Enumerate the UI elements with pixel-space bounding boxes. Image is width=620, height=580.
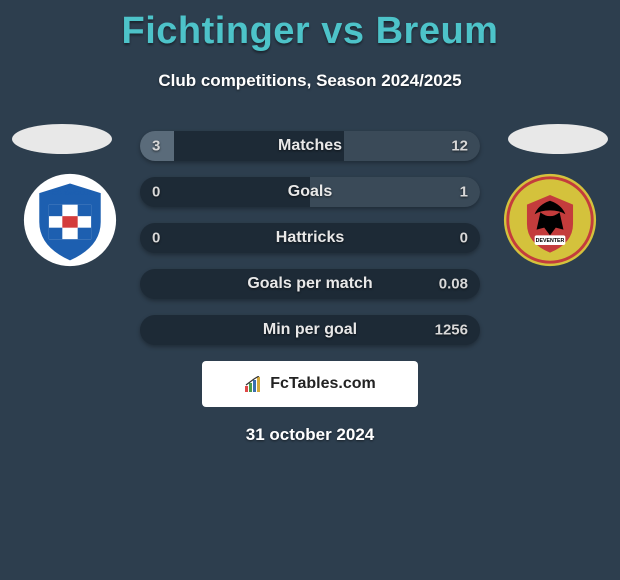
stat-label: Min per goal [263,321,357,339]
stat-label: Goals [288,183,332,201]
stat-right-value: 12 [451,138,468,155]
club-badge-right: DEVENTER [502,172,598,268]
stat-label: Matches [278,137,342,155]
stat-row-min-per-goal: Min per goal 1256 [140,315,480,345]
stat-row-hattricks: 0 Hattricks 0 [140,223,480,253]
stat-right-value: 1256 [435,322,468,339]
stat-right-value: 0 [460,230,468,247]
chart-icon [244,376,264,392]
stat-left-value: 0 [152,230,160,247]
club-right-text: DEVENTER [536,238,565,244]
stat-row-matches: 3 Matches 12 [140,131,480,161]
stat-right-value: 1 [460,184,468,201]
stat-left-value: 0 [152,184,160,201]
club-left-text: PEC ZWOLLE [48,190,93,197]
fctables-watermark: FcTables.com [202,361,418,407]
stat-label: Hattricks [276,229,344,247]
page-title: Fichtinger vs Breum [0,0,620,53]
club-badge-left: PEC ZWOLLE [22,172,118,268]
fctables-label: FcTables.com [270,375,376,393]
date-label: 31 october 2024 [0,425,620,445]
stat-row-goals-per-match: Goals per match 0.08 [140,269,480,299]
stat-fill-right [310,177,480,207]
stat-right-value: 0.08 [439,276,468,293]
stat-label: Goals per match [247,275,372,293]
subtitle: Club competitions, Season 2024/2025 [0,71,620,91]
player-avatar-right [508,124,608,154]
player-avatar-left [12,124,112,154]
stat-row-goals: 0 Goals 1 [140,177,480,207]
stat-left-value: 3 [152,138,160,155]
